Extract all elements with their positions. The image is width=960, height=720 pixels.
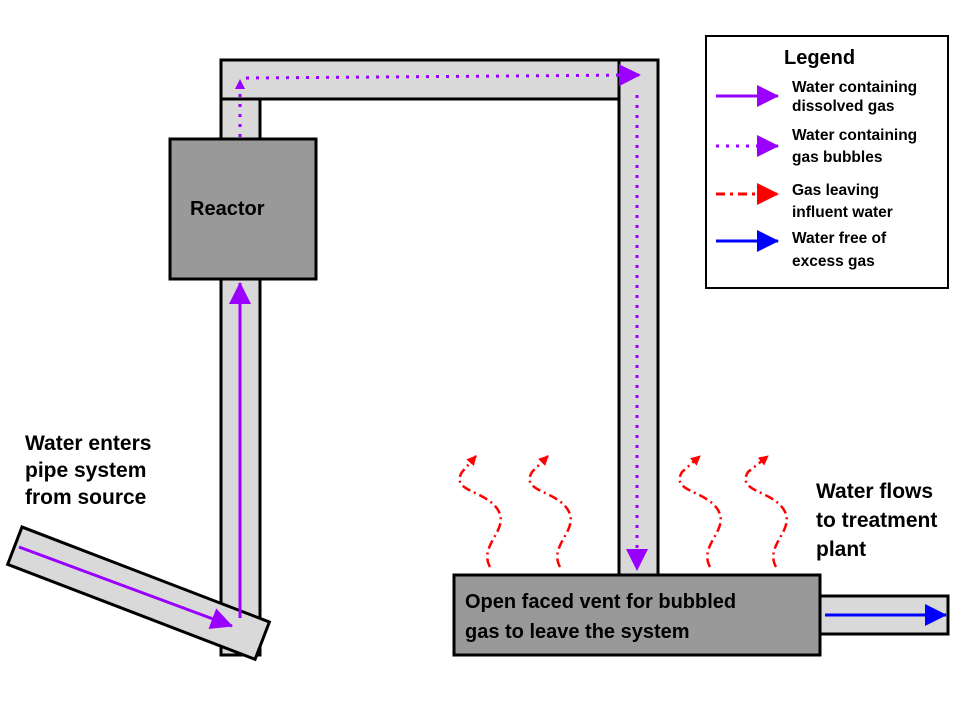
legend-item-label: Water free of excess gas bbox=[792, 230, 890, 270]
gas-arrow-3 bbox=[678, 455, 722, 568]
outflow-label-line-3: plant bbox=[816, 538, 866, 561]
legend-item-label: Water containing dissolved gas bbox=[792, 79, 921, 115]
source-label: Water enters pipe system from source bbox=[25, 432, 157, 509]
gas-arrow-1 bbox=[458, 455, 502, 568]
source-label-line-2: pipe system bbox=[25, 459, 146, 482]
legend-box bbox=[705, 35, 949, 289]
legend-item-free: Water free of excess gas bbox=[716, 230, 890, 270]
outflow-label: Water flows to treatment plant bbox=[816, 480, 943, 561]
arrow-inlet-dissolved bbox=[18, 545, 233, 630]
vent-label-line-2: gas to leave the system bbox=[465, 621, 690, 643]
legend-item-dissolved: Water containing dissolved gas bbox=[716, 79, 921, 115]
reactor-label: Reactor bbox=[190, 198, 265, 220]
vent-label: Open faced vent for bubbled gas to leave… bbox=[465, 591, 742, 643]
outflow-label-line-1: Water flows bbox=[816, 480, 933, 503]
legend-item-label: Water containing gas bubbles bbox=[792, 127, 921, 166]
legend: Legend Water containing dissolved gas Wa… bbox=[705, 35, 949, 289]
legend-item-bubbles: Water containing gas bubbles bbox=[716, 127, 921, 166]
gas-arrow-2 bbox=[528, 455, 572, 568]
legend-title: Legend bbox=[784, 47, 855, 69]
source-label-line-3: from source bbox=[25, 486, 146, 509]
outflow-label-line-2: to treatment bbox=[816, 509, 937, 532]
pipe-inlet-diagonal bbox=[5, 525, 272, 662]
vent-box bbox=[452, 573, 822, 657]
source-label-line-1: Water enters bbox=[25, 432, 151, 455]
reactor-box bbox=[168, 137, 318, 281]
flow-arrows bbox=[18, 64, 947, 630]
gas-release-arrows bbox=[458, 455, 788, 568]
pipe-top-horizontal bbox=[219, 58, 660, 101]
legend-item-label: Gas leaving influent water bbox=[792, 182, 893, 221]
legend-item-gas: Gas leaving influent water bbox=[716, 182, 893, 221]
vent-label-line-1: Open faced vent for bubbled bbox=[465, 591, 736, 613]
gas-arrow-4 bbox=[744, 455, 788, 568]
